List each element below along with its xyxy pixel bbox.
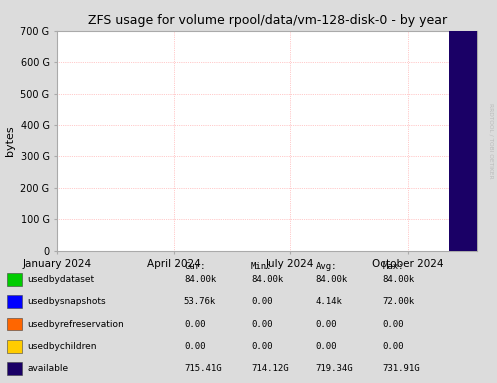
Text: Max:: Max: <box>383 262 404 271</box>
Text: 715.41G: 715.41G <box>184 364 222 373</box>
Text: 719.34G: 719.34G <box>316 364 353 373</box>
Text: RRDTOOL / TOBI OETIKER: RRDTOOL / TOBI OETIKER <box>489 103 494 179</box>
Text: 0.00: 0.00 <box>316 342 337 351</box>
Text: 84.00k: 84.00k <box>251 275 283 284</box>
Text: Cur:: Cur: <box>184 262 205 271</box>
Text: 0.00: 0.00 <box>383 319 404 329</box>
Text: usedbydataset: usedbydataset <box>27 275 94 284</box>
Text: 0.00: 0.00 <box>184 342 205 351</box>
Text: 0.00: 0.00 <box>251 342 272 351</box>
Text: 0.00: 0.00 <box>184 319 205 329</box>
Text: 84.00k: 84.00k <box>184 275 216 284</box>
Text: available: available <box>27 364 69 373</box>
Text: 53.76k: 53.76k <box>184 297 216 306</box>
Text: 84.00k: 84.00k <box>316 275 348 284</box>
Text: Avg:: Avg: <box>316 262 337 271</box>
Text: usedbyrefreservation: usedbyrefreservation <box>27 319 124 329</box>
Text: usedbychildren: usedbychildren <box>27 342 97 351</box>
Text: 714.12G: 714.12G <box>251 364 289 373</box>
Title: ZFS usage for volume rpool/data/vm-128-disk-0 - by year: ZFS usage for volume rpool/data/vm-128-d… <box>87 14 447 27</box>
Text: 72.00k: 72.00k <box>383 297 415 306</box>
Text: 0.00: 0.00 <box>383 342 404 351</box>
Text: 0.00: 0.00 <box>251 297 272 306</box>
Text: 0.00: 0.00 <box>316 319 337 329</box>
Text: 84.00k: 84.00k <box>383 275 415 284</box>
Bar <box>449 26 479 251</box>
Text: 731.91G: 731.91G <box>383 364 420 373</box>
Text: usedbysnapshots: usedbysnapshots <box>27 297 106 306</box>
Text: 4.14k: 4.14k <box>316 297 342 306</box>
Text: 0.00: 0.00 <box>251 319 272 329</box>
Y-axis label: bytes: bytes <box>5 126 15 156</box>
Text: Min:: Min: <box>251 262 272 271</box>
